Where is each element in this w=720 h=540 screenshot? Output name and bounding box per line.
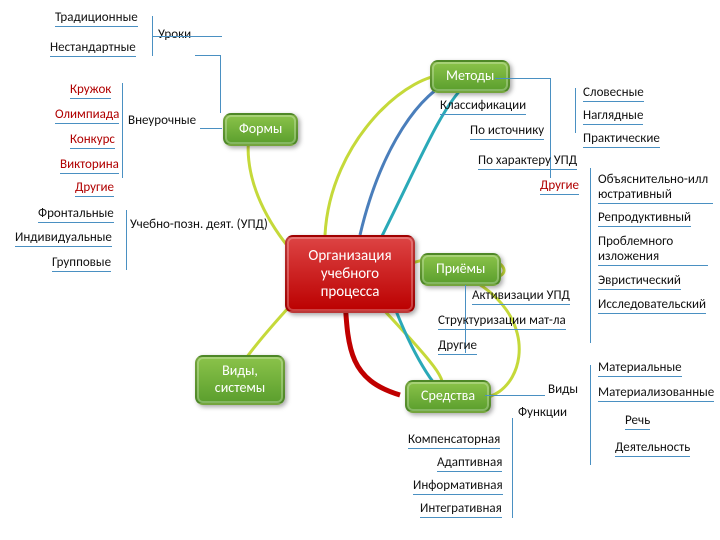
label-vneurochnye: Внеурочные <box>128 113 196 129</box>
label-upd-text: Учебно-позн. деят. (УПД) <box>130 217 268 232</box>
label-individ: Индивидуальные <box>15 230 112 247</box>
node-formy-label: Формы <box>239 120 282 137</box>
node-metody-label: Методы <box>446 67 494 84</box>
label-drugie-vneuroch: Другие <box>75 180 114 197</box>
label-nonstandard: Нестандартные <box>50 40 136 57</box>
label-evrist: Эвристический <box>598 273 681 290</box>
label-sred-vidy: Виды <box>548 382 578 398</box>
label-material: Материальные <box>598 360 682 377</box>
label-group: Групповые <box>52 255 111 272</box>
label-strukt: Структуризации мат-ла <box>438 313 566 330</box>
label-rech: Речь <box>625 413 650 430</box>
label-inform: Информативная <box>413 478 503 495</box>
label-problem-text: Проблемного изложения <box>598 234 673 264</box>
label-frontal: Фронтальные <box>38 206 114 223</box>
label-priemy-drugie: Другие <box>438 338 477 355</box>
label-aktiv: Активизации УПД <box>472 288 570 305</box>
label-traditional: Традиционные <box>55 10 138 27</box>
label-adapt: Адаптивная <box>437 455 502 472</box>
node-sredstva: Средства <box>405 380 491 413</box>
node-formy: Формы <box>223 113 298 146</box>
node-priemy: Приёмы <box>420 253 501 286</box>
label-istochnik: По источнику <box>470 123 544 140</box>
label-obyasn: Объяснительно-илл юстративный <box>598 172 713 204</box>
node-vidy-label: Виды, системы <box>215 362 265 396</box>
label-metody-drugie: Другие <box>540 178 579 195</box>
label-obyasn-text: Объяснительно-илл юстративный <box>598 172 708 202</box>
label-klassif: Классификации <box>440 98 526 115</box>
node-priemy-label: Приёмы <box>436 260 485 277</box>
label-deyat: Деятельность <box>615 440 690 457</box>
node-sredstva-label: Средства <box>421 387 475 404</box>
central-node: Организация учебного процесса <box>285 235 415 313</box>
label-konkurs: Конкурс <box>70 132 115 149</box>
central-label: Организация учебного процесса <box>308 247 391 301</box>
label-kruzhok: Кружок <box>70 82 111 99</box>
label-slovesnye: Словесные <box>583 85 644 102</box>
label-uroki: Уроки <box>158 27 191 43</box>
label-problem: Проблемного изложения <box>598 234 708 266</box>
node-vidy: Виды, системы <box>195 355 285 405</box>
label-naglyadnye: Наглядные <box>583 108 643 125</box>
label-upd: Учебно-позн. деят. (УПД) <box>130 218 268 234</box>
label-funkcii: Функции <box>518 405 567 421</box>
label-po-upd: По характеру УПД <box>478 153 577 170</box>
label-viktorina: Викторина <box>60 157 119 174</box>
label-reprod: Репродуктивный <box>598 210 691 227</box>
label-issled: Исследовательский <box>598 297 706 314</box>
label-materializ: Материализованные <box>598 385 714 402</box>
label-olimpiada: Олимпиада <box>55 107 119 124</box>
label-integr: Интегративная <box>420 501 502 518</box>
label-kompens: Компенсаторная <box>408 432 500 449</box>
node-metody: Методы <box>430 60 510 93</box>
label-prakt: Практические <box>583 131 660 148</box>
